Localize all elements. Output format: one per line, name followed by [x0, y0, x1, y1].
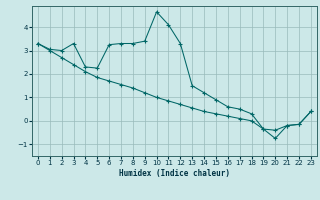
X-axis label: Humidex (Indice chaleur): Humidex (Indice chaleur) [119, 169, 230, 178]
